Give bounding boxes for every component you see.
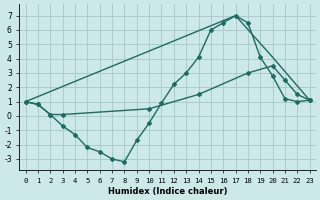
X-axis label: Humidex (Indice chaleur): Humidex (Indice chaleur) xyxy=(108,187,228,196)
